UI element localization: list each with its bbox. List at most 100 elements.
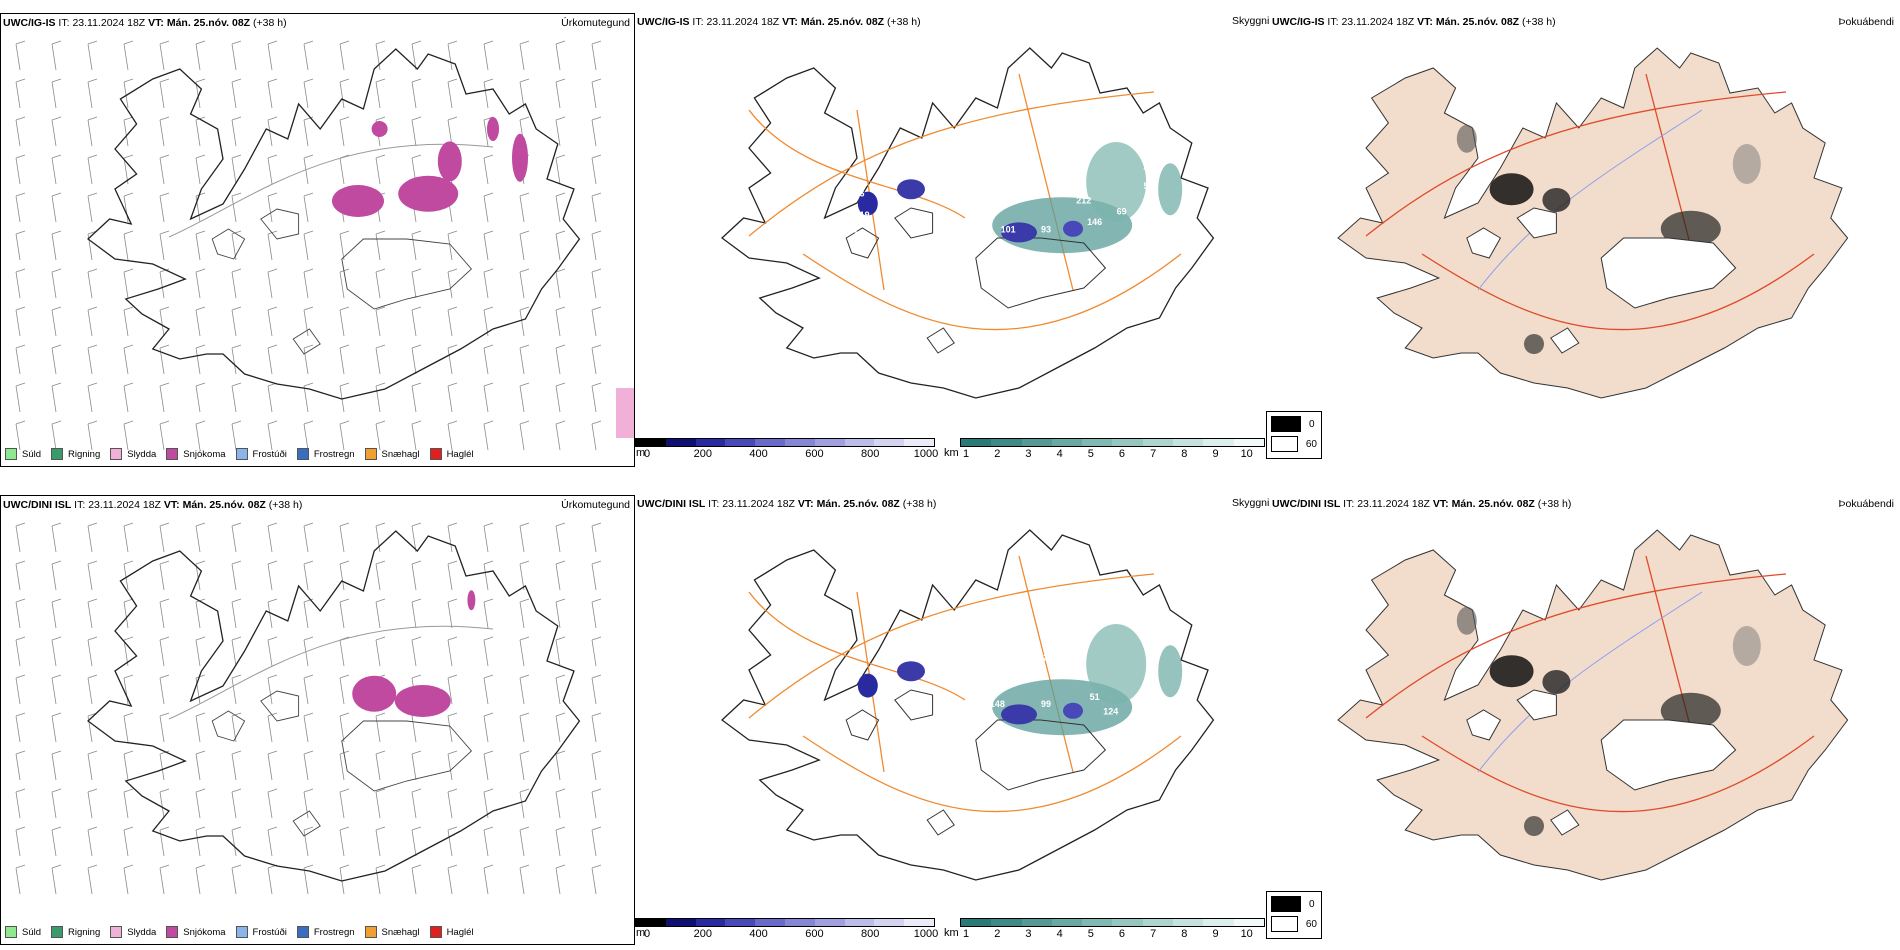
panel-header: UWC/IG-IS IT: 23.11.2024 18Z VT: Mán. 25… bbox=[3, 17, 287, 29]
road bbox=[802, 735, 1182, 813]
wind-barb bbox=[87, 271, 93, 299]
precip-map bbox=[15, 522, 602, 895]
wind-barb-flag bbox=[159, 40, 170, 45]
wind-barb bbox=[483, 43, 489, 71]
wind-barb-flag bbox=[267, 116, 278, 121]
panel-title: Úrkomutegund bbox=[561, 17, 630, 29]
wind-barb-flag bbox=[555, 864, 566, 869]
legend-label: Slydda bbox=[127, 448, 157, 460]
wind-barb-flag bbox=[339, 230, 350, 235]
wind-barb-flag bbox=[15, 40, 26, 45]
wind-barb bbox=[483, 753, 489, 781]
wind-barb-flag bbox=[267, 598, 278, 603]
wind-barb bbox=[483, 423, 489, 451]
wind-barb-flag bbox=[15, 192, 26, 197]
wind-barb-flag bbox=[555, 712, 566, 717]
wind-barb-flag bbox=[123, 420, 134, 425]
wind-barb bbox=[519, 791, 525, 819]
wind-barb-flag bbox=[15, 154, 26, 159]
colorbar-step bbox=[844, 919, 875, 926]
wind-barb bbox=[447, 81, 453, 109]
wind-barb-flag bbox=[231, 826, 242, 831]
wind-barb bbox=[591, 195, 597, 223]
wind-barb-flag bbox=[159, 344, 170, 349]
wind-barb-flag bbox=[303, 712, 314, 717]
glacier-outline bbox=[894, 207, 934, 239]
precip-type-panel-1: UWC/IG-IS IT: 23.11.2024 18Z VT: Mán. 25… bbox=[0, 13, 635, 467]
wind-barb bbox=[123, 829, 129, 857]
wind-barb bbox=[87, 157, 93, 185]
glacier-outline bbox=[1600, 719, 1737, 791]
glacier-outline bbox=[1550, 327, 1580, 354]
wind-barb bbox=[87, 347, 93, 375]
wind-barb-flag bbox=[15, 826, 26, 831]
fog-legend-entry: 60 bbox=[1271, 436, 1317, 452]
wind-barb-flag bbox=[519, 674, 530, 679]
wind-barb bbox=[591, 233, 597, 261]
wind-barb-flag bbox=[51, 788, 62, 793]
wind-barb-flag bbox=[15, 116, 26, 121]
wind-barb bbox=[123, 601, 129, 629]
wind-barb-flag bbox=[15, 712, 26, 717]
colorbar-step bbox=[904, 439, 934, 446]
wind-barb-flag bbox=[267, 306, 278, 311]
wind-barb bbox=[447, 309, 453, 337]
wind-barb bbox=[555, 829, 561, 857]
wind-barb-flag bbox=[159, 864, 170, 869]
legend-item: Snæhagl bbox=[364, 448, 420, 460]
wind-barb-flag bbox=[411, 40, 422, 45]
wind-barb-flag bbox=[87, 598, 98, 603]
wind-barb bbox=[591, 271, 597, 299]
wind-barb-flag bbox=[303, 522, 314, 527]
wind-barb bbox=[267, 639, 273, 667]
wind-barb-flag bbox=[519, 522, 530, 527]
precip-map bbox=[15, 40, 634, 451]
legend-label: Frostúði bbox=[252, 448, 287, 460]
cloud-base-value-label: 51 bbox=[1090, 692, 1100, 702]
wind-barb bbox=[267, 677, 273, 705]
wind-barb-flag bbox=[483, 40, 494, 45]
wind-barb bbox=[339, 753, 345, 781]
wind-barb-flag bbox=[195, 230, 206, 235]
wind-barb-flag bbox=[555, 750, 566, 755]
wind-barb bbox=[159, 753, 165, 781]
glacier-outline bbox=[341, 238, 473, 310]
wind-barb-flag bbox=[303, 864, 314, 869]
fog-legend-label: 60 bbox=[1305, 438, 1317, 450]
wind-barb bbox=[15, 677, 21, 705]
wind-barb-flag bbox=[519, 344, 530, 349]
wind-barb bbox=[483, 677, 489, 705]
wind-barb-flag bbox=[339, 864, 350, 869]
wind-barb-flag bbox=[195, 78, 206, 83]
wind-barb-flag bbox=[87, 522, 98, 527]
wind-barb bbox=[15, 639, 21, 667]
wind-barb-flag bbox=[375, 382, 386, 387]
wind-barb-flag bbox=[231, 712, 242, 717]
legend-item: Frostúði bbox=[235, 448, 287, 460]
cloud-base-value-label: 87 bbox=[1003, 138, 1013, 148]
wind-barb-flag bbox=[159, 826, 170, 831]
cloud-base-colorbar: 0 200 400 600 800 1000 bbox=[635, 918, 938, 940]
wind-barb-flag bbox=[15, 268, 26, 273]
wind-barb bbox=[339, 271, 345, 299]
wind-barb bbox=[519, 309, 525, 337]
legend-item: Haglél bbox=[429, 448, 474, 460]
wind-barb-flag bbox=[15, 344, 26, 349]
wind-barb-flag bbox=[87, 788, 98, 793]
snowfall-area bbox=[512, 133, 528, 182]
wind-barb bbox=[195, 753, 201, 781]
panel-title: Úrkomutegund bbox=[561, 499, 630, 511]
wind-barb-flag bbox=[591, 78, 602, 83]
wind-barb-flag bbox=[339, 344, 350, 349]
wind-barb-flag bbox=[591, 306, 602, 311]
wind-barb bbox=[159, 81, 165, 109]
wind-barb-flag bbox=[231, 750, 242, 755]
wind-barb-flag bbox=[159, 116, 170, 121]
wind-barb bbox=[87, 309, 93, 337]
wind-barb-flag bbox=[195, 344, 206, 349]
wind-barb-flag bbox=[123, 636, 134, 641]
wind-barb bbox=[159, 867, 165, 895]
wind-barb bbox=[15, 309, 21, 337]
panel-title: Skyggni bbox=[1232, 497, 1270, 509]
wind-barb bbox=[375, 525, 381, 553]
